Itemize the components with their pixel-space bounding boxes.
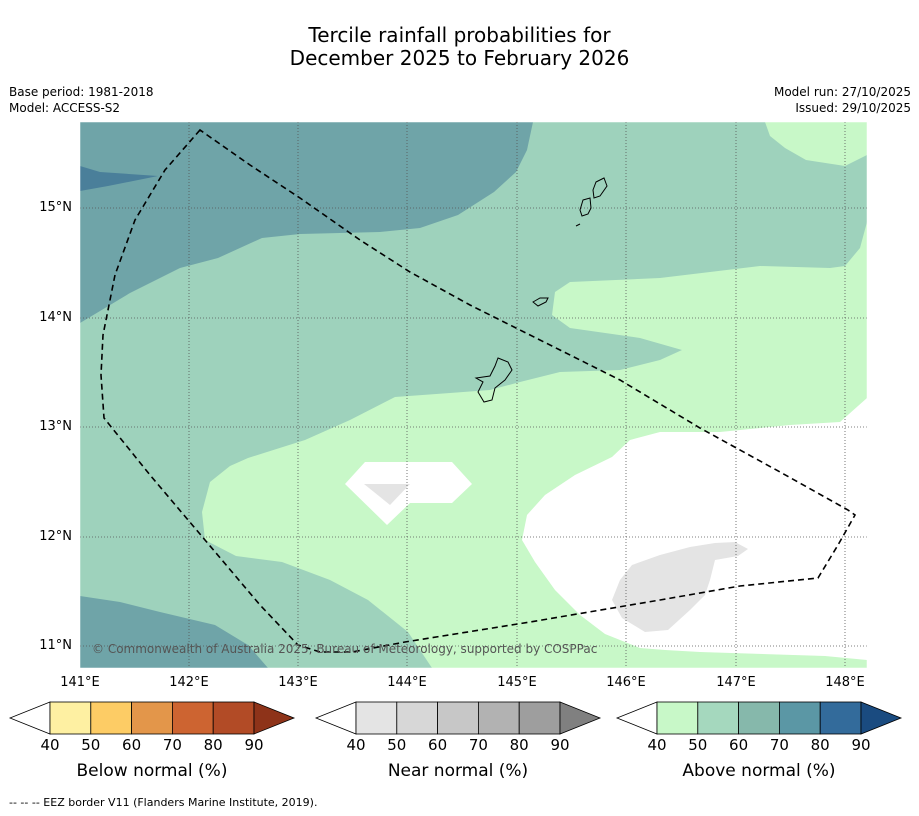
model-name: Model: ACCESS-S2: [9, 101, 121, 115]
legend-arrow-low: [314, 701, 357, 735]
legend-arrow-high: [253, 701, 296, 735]
legend-tick-label: 70: [468, 736, 488, 754]
legend-tick-label: 90: [550, 736, 570, 754]
lat-label-15: 15°N: [39, 200, 72, 215]
legend-below-normal: [8, 701, 296, 735]
graticule: [80, 122, 867, 668]
lon-label-144: 144°E: [387, 675, 427, 690]
legend-arrow-low: [615, 701, 658, 735]
islands: [474, 177, 608, 403]
meta-left: Base period: 1981-2018 Model: ACCESS-S2: [9, 84, 154, 116]
legend-title-above: Above normal (%): [682, 761, 836, 781]
legend-swatch: [171, 701, 214, 735]
copyright-text: © Commonwealth of Australia 2025, Bureau…: [92, 642, 597, 656]
lat-label-13: 13°N: [39, 419, 72, 434]
legend-swatch: [697, 701, 739, 735]
legend-title-below: Below normal (%): [76, 761, 228, 781]
region-near-50-east: [612, 542, 748, 632]
legend-tick-label: 80: [203, 736, 223, 754]
guam-island: [474, 357, 513, 403]
legend-swatch: [656, 701, 699, 735]
eez-footnote: -- -- -- EEZ border V11 (Flanders Marine…: [9, 796, 318, 809]
legend-swatch: [355, 701, 398, 735]
legend-swatch: [779, 701, 821, 735]
lon-label-146: 146°E: [606, 675, 646, 690]
lat-label-14: 14°N: [39, 310, 72, 325]
base-period: Base period: 1981-2018: [9, 85, 154, 99]
region-above-80: [80, 166, 158, 191]
lon-label-142: 142°E: [169, 675, 209, 690]
lat-label-11: 11°N: [39, 638, 72, 653]
legend-tick-label: 90: [851, 736, 871, 754]
legend-tick-label: 90: [244, 736, 264, 754]
lon-label-148: 148°E: [825, 675, 865, 690]
legend-swatch: [131, 701, 173, 735]
chart-title-line-1: Tercile rainfall probabilities for: [308, 23, 611, 47]
legend-swatch: [437, 701, 479, 735]
legend-swatch: [518, 701, 561, 735]
legend-tick-label: 40: [346, 736, 366, 754]
legend-near-normal: [314, 701, 602, 735]
legend-swatch: [819, 701, 862, 735]
lon-label-141: 141°E: [60, 675, 100, 690]
legend-above-normal: [615, 701, 903, 735]
legend-tick-label: 60: [729, 736, 749, 754]
lon-label-147: 147°E: [716, 675, 756, 690]
legend-tick-label: 70: [769, 736, 789, 754]
map-frame: [79, 121, 868, 669]
legend-arrow-high: [559, 701, 602, 735]
aguijan-island: [575, 223, 581, 227]
legend-swatch: [396, 701, 438, 735]
eez-border: [100, 128, 857, 653]
region-above-70-south: [80, 596, 268, 668]
region-near-normal-below-50: [522, 398, 867, 660]
issued-date: Issued: 29/10/2025: [795, 101, 911, 115]
meta-right: Model run: 27/10/2025 Issued: 29/10/2025: [774, 84, 911, 116]
rota-island: [532, 297, 549, 307]
tinian-island: [579, 197, 592, 217]
legend-swatch: [49, 701, 92, 735]
saipan-island: [592, 177, 608, 199]
region-near-50-west: [364, 484, 410, 505]
legend-tick-label: 80: [509, 736, 529, 754]
legend-tick-label: 60: [428, 736, 448, 754]
lat-label-12: 12°N: [39, 529, 72, 544]
lon-label-143: 143°E: [278, 675, 318, 690]
legend-tick-label: 50: [81, 736, 101, 754]
legend-tick-label: 40: [40, 736, 60, 754]
legend-swatch: [477, 701, 520, 735]
region-near-normal-west: [345, 462, 472, 525]
legend-tick-label: 70: [162, 736, 182, 754]
legend-title-near: Near normal (%): [387, 761, 529, 781]
model-run: Model run: 27/10/2025: [773, 85, 911, 99]
region-above-70-north: [80, 122, 533, 323]
legend-tick-label: 50: [387, 736, 407, 754]
legend-swatch: [212, 701, 255, 735]
map-area: [80, 122, 867, 668]
legend-swatch: [90, 701, 133, 735]
legend-tick-label: 60: [122, 736, 142, 754]
legend-swatch: [738, 701, 780, 735]
legend-tick-label: 80: [810, 736, 830, 754]
region-above-50-northeast: [765, 122, 867, 166]
legend-tick-label: 50: [688, 736, 708, 754]
lon-label-145: 145°E: [497, 675, 537, 690]
legend-arrow-low: [8, 701, 51, 735]
legend-tick-label: 40: [647, 736, 667, 754]
chart-title-line-2: December 2025 to February 2026: [289, 46, 630, 70]
legend-arrow-high: [860, 701, 903, 735]
